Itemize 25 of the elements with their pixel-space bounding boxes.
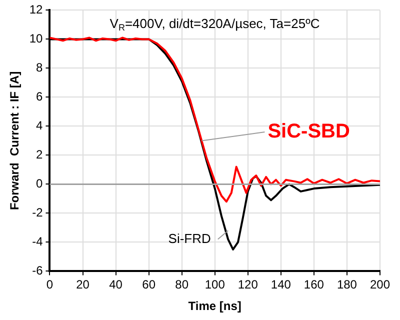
y-tick-label: 10 — [29, 32, 44, 46]
x-tick-label: 80 — [175, 278, 189, 292]
x-tick-label: 160 — [304, 278, 324, 292]
y-tick-label: 6 — [36, 90, 44, 104]
x-tick-label: 60 — [142, 278, 156, 292]
x-tick-label: 100 — [204, 278, 226, 292]
y-tick-label: -6 — [32, 264, 44, 278]
y-axis-title: Forward Current : IF [A] — [8, 71, 22, 210]
y-tick-label: -2 — [32, 206, 44, 220]
y-tick-label: -4 — [32, 234, 44, 249]
y-tick-label: 12 — [29, 2, 44, 17]
x-tick-label: 20 — [76, 278, 90, 292]
x-tick-label: 120 — [238, 278, 258, 292]
x-tick-label: 200 — [370, 278, 390, 292]
series-label: Si-FRD — [168, 230, 211, 246]
y-tick-label: 8 — [36, 60, 44, 75]
y-tick-label: 0 — [36, 176, 44, 191]
x-tick-label: 0 — [46, 278, 54, 292]
x-tick-label: 180 — [336, 278, 358, 292]
series-label: SiC-SBD — [268, 120, 350, 143]
y-tick-label: 2 — [36, 148, 44, 162]
x-axis-title: Time [ns] — [188, 299, 242, 314]
y-tick-label: 4 — [36, 118, 44, 133]
x-tick-label: 40 — [109, 278, 123, 292]
x-tick-label: 140 — [270, 278, 292, 292]
